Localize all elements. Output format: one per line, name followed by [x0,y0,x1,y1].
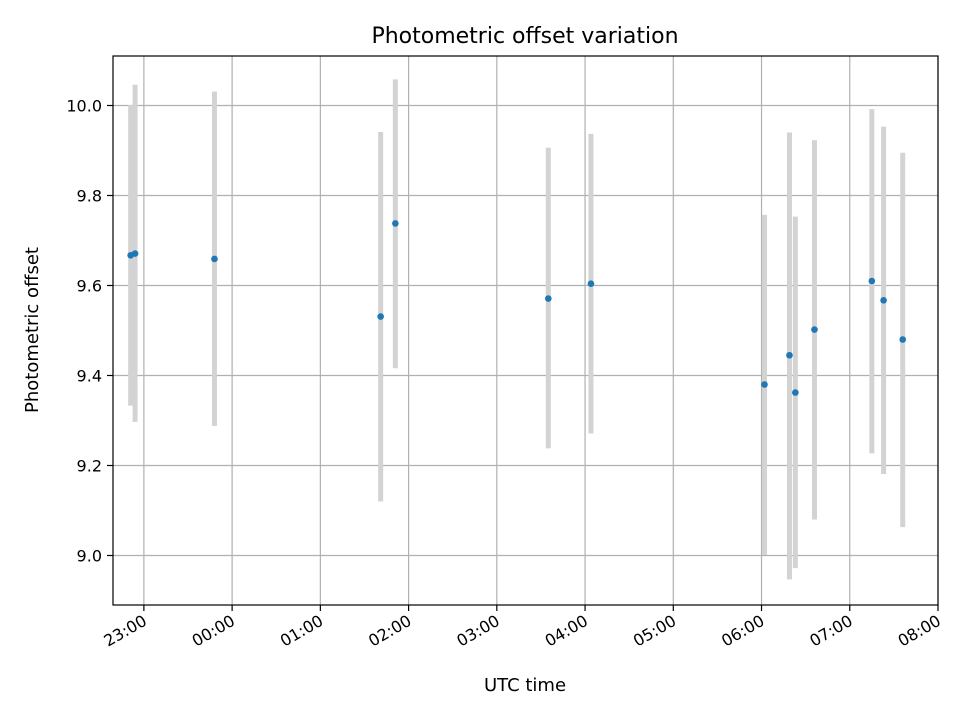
data-point [899,336,907,343]
y-tick-label: 9.4 [77,367,102,386]
x-tick-label: 08:00 [895,611,944,651]
data-point [131,250,139,257]
data-point [811,326,818,333]
y-tick-label: 9.0 [77,547,102,566]
x-tick-label: 03:00 [453,611,502,651]
x-tick-label: 01:00 [277,611,326,651]
y-axis-ticks: 9.0 9.2 9.4 9.6 9.8 10.0 [66,97,113,566]
x-tick-label: 07:00 [806,611,855,651]
y-tick-label: 9.2 [77,457,102,476]
plot-frame [112,55,939,606]
y-tick-label: 9.6 [77,277,102,296]
y-axis-label: Photometric offset [22,247,43,413]
data-points [127,220,907,396]
x-tick-label: 04:00 [542,611,591,651]
data-point [880,297,887,304]
grid [113,56,939,605]
x-tick-label: 05:00 [630,611,679,651]
x-tick-label: 00:00 [189,611,238,651]
data-point [792,389,799,396]
data-point [392,220,399,227]
errorbars [128,79,906,580]
x-axis-ticks: 23:00 00:00 01:00 02:00 03:00 04:00 05:00 06:00… [100,605,944,651]
data-point [211,255,218,263]
x-tick-label: 02:00 [365,611,414,651]
x-tick-label: 23:00 [100,611,149,651]
data-point [544,295,552,302]
data-point [377,313,384,320]
data-point [868,277,876,285]
chart-title: Photometric offset variation [371,24,678,49]
data-point [761,381,768,388]
y-tick-label: 10.0 [66,97,102,116]
x-tick-label: 06:00 [718,611,767,651]
y-tick-label: 9.8 [77,187,102,206]
data-point [786,351,793,359]
x-axis-label: UTC time [484,675,566,696]
data-point [587,280,595,288]
